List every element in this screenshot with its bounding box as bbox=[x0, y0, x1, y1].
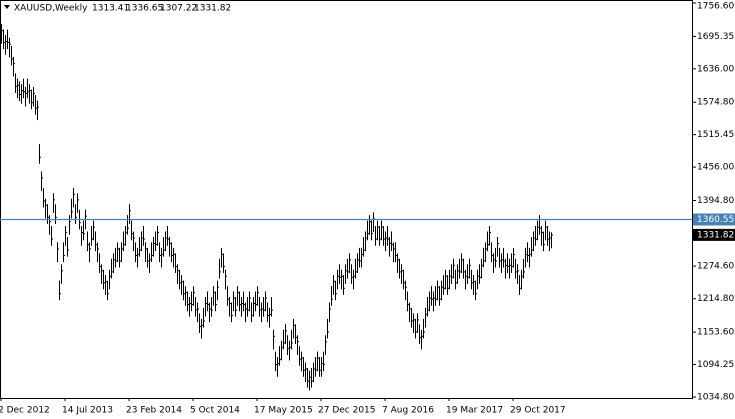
y-tick-label: 1394.80 bbox=[697, 196, 734, 206]
x-tick-label: 23 Feb 2014 bbox=[126, 406, 182, 416]
x-tick-label: 27 Dec 2015 bbox=[318, 406, 376, 416]
plot-frame bbox=[0, 0, 693, 399]
y-tick-label: 1515.45 bbox=[697, 130, 734, 140]
x-tick-label: 2 Dec 2012 bbox=[0, 406, 50, 416]
x-tick-label: 17 May 2015 bbox=[254, 406, 313, 416]
x-tick-label: 7 Aug 2016 bbox=[382, 406, 434, 416]
x-tick-label: 5 Oct 2014 bbox=[190, 406, 240, 416]
y-tick-label: 1214.80 bbox=[697, 294, 734, 304]
header-open: 1313.41 bbox=[92, 4, 129, 14]
header-close: 1331.82 bbox=[194, 4, 231, 14]
x-tick-label: 29 Oct 2017 bbox=[510, 406, 566, 416]
price-label: 1331.82 bbox=[697, 230, 734, 240]
y-tick-label: 1456.00 bbox=[697, 163, 734, 173]
level-label: 1360.55 bbox=[697, 215, 734, 225]
y-tick-label: 1274.60 bbox=[697, 262, 734, 272]
header-low: 1307.22 bbox=[160, 4, 197, 14]
bars bbox=[1, 24, 553, 391]
level-label-box bbox=[693, 213, 735, 226]
menu-arrow[interactable] bbox=[4, 5, 10, 9]
y-tick-label: 1034.80 bbox=[697, 393, 734, 403]
y-tick-label: 1695.35 bbox=[697, 32, 734, 42]
symbol-label: XAUUSD,Weekly bbox=[14, 4, 88, 14]
y-tick-label: 1153.60 bbox=[697, 328, 734, 338]
x-tick-label: 14 Jul 2013 bbox=[62, 406, 113, 416]
x-tick-label: 19 Mar 2017 bbox=[446, 406, 503, 416]
price-label-box bbox=[693, 228, 735, 241]
y-tick-label: 1094.25 bbox=[697, 360, 734, 370]
header-high: 1336.65 bbox=[126, 4, 163, 14]
y-tick-label: 1756.60 bbox=[697, 2, 734, 12]
y-tick-label: 1636.00 bbox=[697, 64, 734, 74]
y-tick-label: 1574.80 bbox=[697, 98, 734, 108]
